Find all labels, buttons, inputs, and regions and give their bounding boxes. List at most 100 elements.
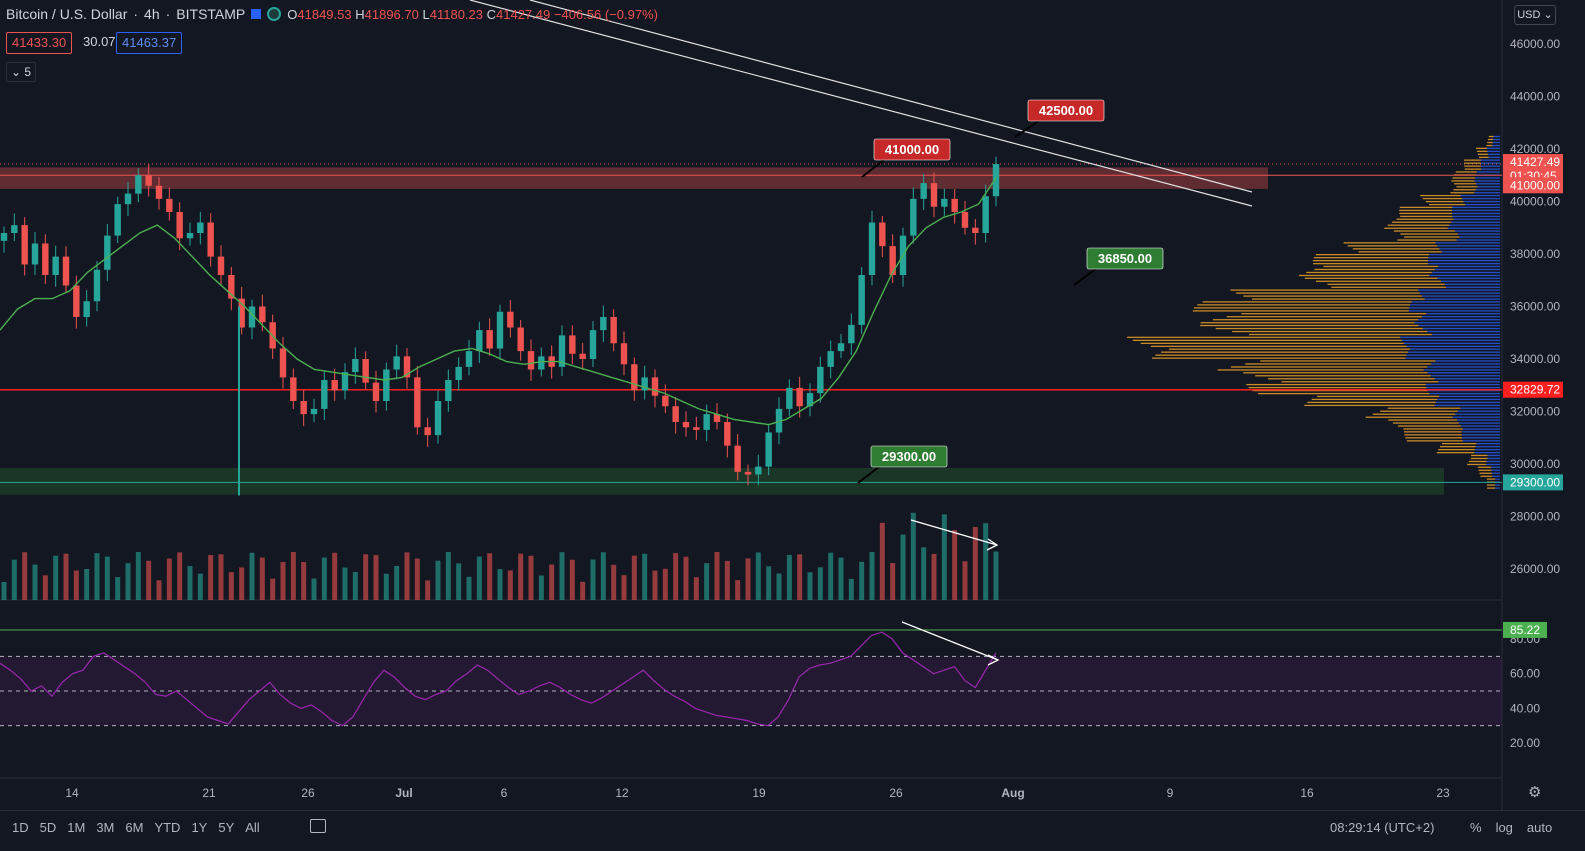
candle-body	[879, 222, 886, 247]
candle-body	[186, 233, 194, 239]
volume-bar	[456, 563, 462, 600]
candle-body	[703, 414, 710, 430]
volume-profile-bar	[1388, 419, 1458, 421]
volume-profile-bar	[1480, 159, 1500, 161]
candle-body	[93, 269, 101, 302]
volume-bar	[631, 555, 637, 600]
volume-profile-bar	[1397, 425, 1461, 427]
range-ytd-button[interactable]: YTD	[154, 820, 181, 835]
volume-profile-bar	[1476, 443, 1500, 445]
volume-profile-bar	[1452, 212, 1500, 215]
volume-profile-bar	[1231, 366, 1428, 368]
gear-icon[interactable]: ⚙	[1528, 784, 1542, 801]
candle-body	[589, 330, 597, 359]
range-1y-button[interactable]: 1Y	[191, 820, 208, 835]
volume-profile-bar	[1197, 304, 1411, 306]
volume-profile-bar	[1403, 342, 1500, 344]
volume-bar	[590, 559, 596, 600]
range-6m-button[interactable]: 6M	[125, 820, 144, 835]
volume-profile-bar	[1475, 446, 1500, 448]
range-1d-button[interactable]: 1D	[12, 820, 29, 835]
volume-bar	[704, 563, 710, 600]
volume-profile-bar	[1442, 443, 1477, 445]
candle-body	[310, 408, 318, 415]
range-5y-button[interactable]: 5Y	[218, 820, 235, 835]
callout-pointer	[857, 465, 881, 484]
interval-label[interactable]: 4h	[144, 6, 160, 22]
volume-profile-bar	[1431, 363, 1500, 365]
volume-profile-bar	[1457, 233, 1500, 235]
rsi-tick-label: 20.00	[1510, 736, 1540, 750]
range-3m-button[interactable]: 3M	[96, 820, 115, 835]
volume-profile-bar	[1407, 351, 1500, 353]
volume-profile-bar	[1313, 257, 1429, 259]
volume-profile-bar	[1392, 422, 1459, 424]
buy-price-button[interactable]: 41463.37	[116, 32, 183, 54]
volume-profile-bar	[1252, 298, 1425, 300]
bottom-toolbar: 1D 5D 1M 3M 6M YTD 1Y 5Y All 08:29:14 (U…	[0, 810, 1585, 851]
auto-scale-button[interactable]: auto	[1526, 820, 1553, 835]
volume-profile-bar	[1437, 265, 1500, 268]
volume-profile-bar	[1315, 280, 1442, 282]
candle-body	[693, 427, 700, 430]
volume-bar	[838, 557, 844, 600]
symbol-label[interactable]: Bitcoin / U.S. Dollar	[6, 6, 128, 22]
range-5d-button[interactable]: 5D	[39, 820, 57, 835]
volume-profile-bar	[1477, 466, 1492, 468]
volume-profile-bar	[1393, 230, 1456, 232]
volume-bar	[507, 570, 513, 600]
volume-profile-bar	[1444, 283, 1500, 285]
collapse-indicators-button[interactable]: ⌄ 5	[6, 62, 36, 82]
volume-bar	[755, 552, 761, 600]
candle-body	[341, 372, 349, 391]
volume-profile-bar	[1404, 434, 1462, 436]
volume-profile-bar	[1460, 425, 1500, 427]
volume-profile-bar	[1476, 171, 1500, 173]
clock-label[interactable]: 08:29:14 (UTC+2)	[1330, 820, 1435, 835]
volume-profile-bar	[1487, 141, 1493, 144]
volume-profile-bar	[1404, 236, 1460, 238]
volume-profile-bar	[1151, 357, 1406, 359]
volume-bar	[735, 580, 741, 600]
volume-bar	[662, 568, 668, 600]
volume-bar	[414, 558, 420, 600]
volume-profile-bar	[1311, 398, 1438, 401]
volume-profile-bar	[1400, 215, 1453, 218]
price-tick-label: 38000.00	[1510, 247, 1560, 261]
log-scale-button[interactable]: log	[1495, 820, 1513, 835]
volume-bar	[435, 560, 441, 600]
volume-profile-bar	[1486, 144, 1493, 147]
volume-profile-bar	[1217, 369, 1424, 371]
volume-bar	[559, 552, 565, 600]
volume-profile-bar	[1480, 475, 1493, 477]
volume-bar	[104, 556, 110, 600]
volume-profile-bar	[1403, 428, 1463, 430]
volume-profile-bar	[1418, 319, 1500, 321]
sell-price-button[interactable]: 41433.30	[6, 32, 73, 54]
go-to-date-icon[interactable]	[310, 819, 326, 833]
volume-profile-bar	[1437, 398, 1500, 401]
volume-profile-bar	[1323, 265, 1438, 268]
range-all-button[interactable]: All	[245, 820, 260, 835]
volume-bar	[879, 522, 885, 600]
volume-profile-bar	[1461, 197, 1500, 200]
market-status-icon[interactable]	[267, 7, 282, 21]
candle-body	[868, 222, 876, 275]
volume-bar	[197, 573, 203, 600]
currency-dropdown[interactable]: USD ⌄	[1514, 5, 1556, 25]
indicators-count: 5	[24, 65, 32, 79]
candle-body	[42, 243, 49, 275]
candle-body	[393, 356, 400, 370]
time-tick-label: 14	[65, 786, 79, 800]
exchange-label: BITSTAMP	[176, 6, 246, 22]
volume-profile-bar	[1213, 319, 1419, 321]
volume-profile-bar	[1230, 289, 1418, 291]
callout-box	[870, 445, 948, 468]
range-1m-button[interactable]: 1M	[67, 820, 86, 835]
candle-body	[755, 466, 762, 475]
percent-scale-button[interactable]: %	[1470, 820, 1482, 835]
volume-profile-bar	[1140, 342, 1404, 344]
volume-bar	[538, 575, 544, 600]
volume-profile-bar	[1493, 138, 1500, 141]
